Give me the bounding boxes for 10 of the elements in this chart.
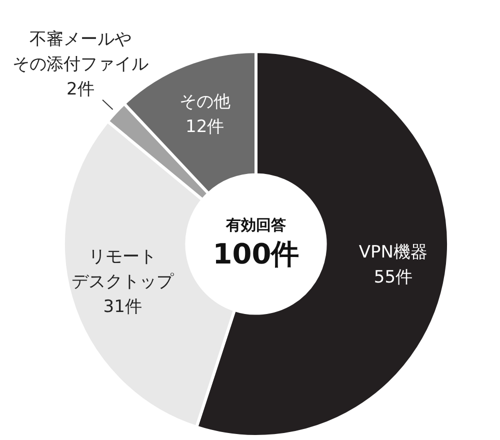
data-label: 31件	[103, 297, 142, 318]
data-label: 12件	[186, 116, 224, 137]
data-label: 55件	[374, 268, 413, 288]
slice-label: その他	[179, 92, 230, 112]
data-label: 2件	[66, 80, 94, 100]
text: 有効回答	[225, 216, 286, 234]
text: 100件	[212, 237, 300, 270]
slice-label: VPN機器	[358, 242, 428, 263]
slice-label: リモートデスクトップ	[72, 247, 175, 292]
slice-label: 不審メールやその添付ファイル	[12, 30, 148, 75]
